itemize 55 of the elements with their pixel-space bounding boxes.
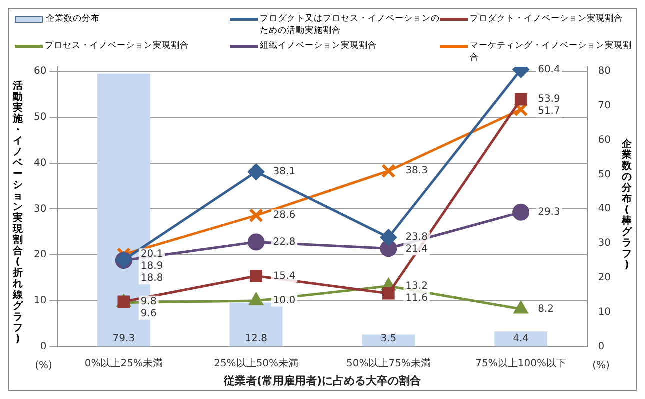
y2-tick-label: 30 [598,238,612,250]
x-tick-label: 50%以上75%未満 [346,357,431,370]
y-tick-label: 40 [34,158,47,169]
legend-label: プロダクト・イノベーション実現割合 [470,13,623,25]
data-label: 10.0 [273,296,296,307]
data-label: 79.3 [112,333,136,344]
y2-tick-label: 50 [598,169,612,180]
data-label: 28.6 [273,210,296,222]
text: 活動実施・イノベーション実現割合(折れ線グラフ) [13,81,23,345]
text: 企業数の分布(棒グラフ) [622,139,632,271]
x-axis-title: 従業者(常用雇用者)に占める大卒の割合 [222,374,422,388]
legend-label: マーケティング・イノベーション実現割合 [470,40,633,64]
y-tick-label: 60 [34,66,47,78]
data-label: 51.7 [538,106,560,118]
x-tick-label: 75%以上100%以下 [476,357,566,370]
data-label: 12.8 [245,333,268,344]
data-label: 60.4 [538,64,560,76]
legend-label: プロダクト又はプロセス・イノベーションのための活動実施割合 [260,13,440,37]
data-label: 15.4 [273,270,296,282]
y-tick-label: 20 [34,250,47,261]
data-label: 9.8 [140,296,157,308]
data-label: 13.2 [406,280,428,292]
data-label: 9.6 [140,308,157,320]
data-label: 18.9 [140,261,164,272]
x-tick-label: 25%以上50%未満 [214,357,299,370]
y-tick-label: 10 [34,296,47,307]
legend-label: 組織イノベーション実現割合 [260,40,377,52]
data-label: 22.8 [273,236,296,248]
legend-label: 企業数の分布 [46,13,100,25]
data-label: 21.4 [406,244,428,256]
y-tick-label: 30 [34,204,47,215]
y2-tick-label: 20 [598,272,612,284]
text: (%) [35,360,52,372]
legend-label: プロセス・イノベーション実現割合 [45,40,189,52]
data-label: 4.4 [513,333,530,344]
data-label: 29.3 [538,207,560,218]
data-label: 38.3 [406,166,428,177]
data-label: 18.8 [140,273,164,284]
y2-tick-label: 60 [598,134,612,146]
y-tick-label: 0 [40,341,47,352]
y2-tick-label: 70 [598,100,612,112]
data-label: 8.2 [538,304,554,315]
text: (%) [592,360,610,372]
data-label: 53.9 [538,94,560,106]
x-tick-label: 0%以上25%未満 [84,357,163,370]
data-label: 11.6 [406,292,428,304]
data-label: 20.1 [140,249,164,260]
y2-tick-label: 10 [598,306,612,318]
y2-tick-label: 0 [598,341,605,352]
y2-tick-label: 40 [598,204,612,215]
data-label: 23.8 [406,232,428,244]
data-label: 38.1 [273,166,296,178]
data-label: 3.5 [380,333,397,344]
y2-tick-label: 80 [598,66,612,78]
y-tick-label: 50 [34,112,47,124]
